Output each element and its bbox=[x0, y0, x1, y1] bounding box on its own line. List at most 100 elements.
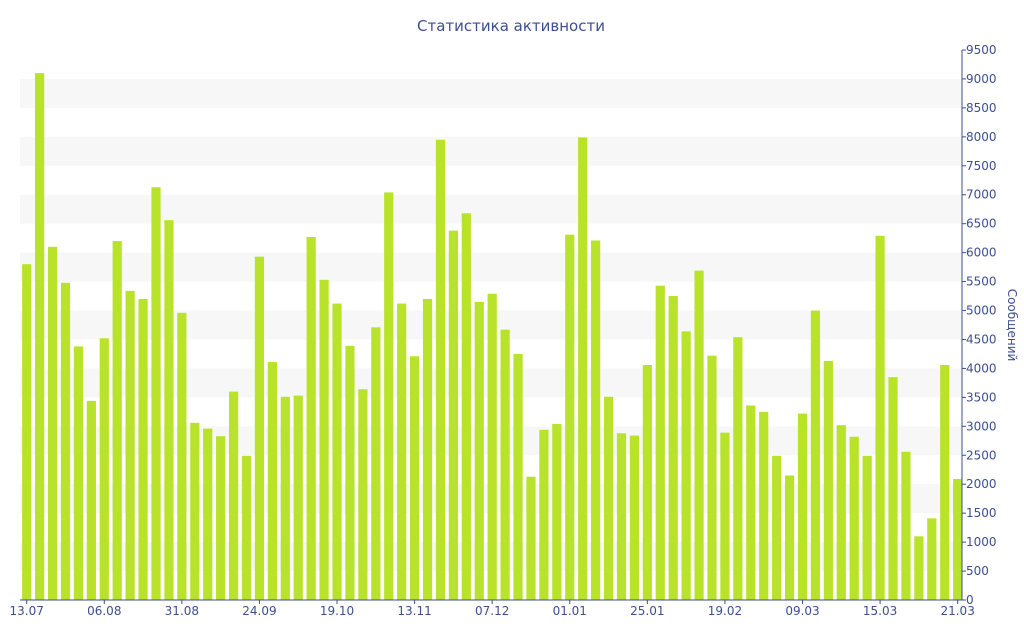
bar bbox=[888, 377, 898, 600]
x-tick-label: 25.01 bbox=[630, 604, 664, 618]
bar bbox=[914, 536, 924, 600]
bar bbox=[306, 237, 316, 600]
bar bbox=[474, 301, 484, 600]
bar bbox=[319, 279, 329, 600]
bar bbox=[99, 338, 109, 600]
y-axis: 0 500 1000 1500 2000 2500 3000 3500 4000 4500 5000… bbox=[961, 43, 997, 607]
y-axis-title: Сообщений bbox=[1005, 289, 1019, 362]
bar bbox=[797, 413, 808, 600]
bar bbox=[384, 192, 394, 601]
bar bbox=[60, 282, 71, 600]
chart-title: Статистика активности bbox=[417, 17, 605, 35]
bar bbox=[267, 362, 277, 600]
x-tick-label: 24.09 bbox=[242, 604, 276, 618]
x-axis: 13.07 06.08 31.08 24.09 19.10 13.11 07.12 01.01… bbox=[10, 599, 975, 618]
bar bbox=[642, 364, 652, 600]
x-tick-label: 31.08 bbox=[165, 604, 199, 618]
bar bbox=[629, 435, 640, 600]
y-tick-label: 1500 bbox=[966, 506, 997, 520]
bar bbox=[461, 213, 471, 600]
y-tick-label: 8500 bbox=[966, 101, 997, 115]
bar bbox=[216, 436, 226, 600]
bar bbox=[526, 476, 536, 600]
bar bbox=[241, 455, 252, 600]
bar bbox=[487, 293, 497, 600]
bar bbox=[578, 137, 588, 601]
bar bbox=[940, 364, 950, 600]
x-tick-label: 01.01 bbox=[553, 604, 587, 618]
bar bbox=[203, 428, 213, 600]
bar bbox=[345, 345, 355, 600]
bar bbox=[953, 479, 963, 600]
bar bbox=[810, 310, 821, 600]
y-tick-label: 3000 bbox=[966, 419, 997, 433]
bar bbox=[591, 240, 601, 600]
bar bbox=[733, 337, 743, 600]
bar bbox=[901, 451, 911, 600]
bar bbox=[280, 396, 290, 600]
bar bbox=[47, 246, 58, 600]
y-tick-label: 0 bbox=[966, 593, 974, 607]
bar bbox=[151, 187, 161, 600]
y-tick-label: 500 bbox=[966, 564, 989, 578]
bar bbox=[35, 73, 45, 600]
bar bbox=[681, 331, 691, 600]
bar bbox=[552, 424, 562, 600]
bar bbox=[823, 360, 833, 600]
x-tick-label: 09.03 bbox=[785, 604, 819, 618]
y-tick-label: 3500 bbox=[966, 390, 997, 404]
bar bbox=[358, 389, 368, 600]
bars-group bbox=[22, 73, 963, 601]
x-tick-label: 13.11 bbox=[397, 604, 431, 618]
y-tick-label: 2500 bbox=[966, 448, 997, 462]
bar bbox=[655, 285, 665, 600]
y-tick-label: 9500 bbox=[966, 43, 997, 57]
bar bbox=[849, 436, 859, 600]
bar bbox=[875, 235, 885, 600]
y-tick-label: 2000 bbox=[966, 477, 997, 491]
grid-band bbox=[20, 252, 962, 282]
bar bbox=[603, 396, 614, 600]
x-tick-label: 06.08 bbox=[87, 604, 121, 618]
bar bbox=[164, 220, 174, 600]
bar bbox=[397, 303, 407, 600]
bar bbox=[138, 298, 148, 600]
bar bbox=[746, 405, 756, 600]
bar bbox=[125, 290, 135, 600]
bar bbox=[694, 270, 704, 600]
y-tick-label: 6000 bbox=[966, 246, 997, 260]
bar bbox=[177, 312, 187, 600]
y-tick-label: 9000 bbox=[966, 72, 997, 86]
bar bbox=[410, 356, 420, 600]
bar bbox=[720, 432, 730, 600]
x-tick-label: 21.03 bbox=[940, 604, 974, 618]
x-tick-label: 19.02 bbox=[708, 604, 742, 618]
x-tick-label: 07.12 bbox=[475, 604, 509, 618]
x-tick-label: 15.03 bbox=[863, 604, 897, 618]
grid-band bbox=[20, 194, 962, 224]
bar bbox=[22, 264, 32, 600]
bar bbox=[332, 303, 342, 600]
bar bbox=[448, 230, 458, 600]
bar bbox=[112, 241, 122, 601]
bar bbox=[422, 298, 433, 600]
bar bbox=[784, 475, 795, 600]
bar bbox=[616, 433, 627, 600]
y-tick-label: 5000 bbox=[966, 304, 997, 318]
y-tick-label: 7000 bbox=[966, 188, 997, 202]
y-tick-label: 4000 bbox=[966, 361, 997, 375]
bar bbox=[539, 429, 549, 600]
bar bbox=[565, 234, 575, 600]
bar bbox=[668, 296, 678, 600]
bar bbox=[707, 355, 717, 600]
bar bbox=[500, 329, 510, 600]
bar bbox=[759, 411, 769, 600]
y-tick-label: 1000 bbox=[966, 535, 997, 549]
y-tick-label: 7500 bbox=[966, 159, 997, 173]
bar bbox=[836, 425, 846, 600]
y-tick-label: 5500 bbox=[966, 275, 997, 289]
bar bbox=[73, 346, 84, 600]
bar bbox=[772, 455, 782, 600]
bar bbox=[927, 518, 937, 600]
